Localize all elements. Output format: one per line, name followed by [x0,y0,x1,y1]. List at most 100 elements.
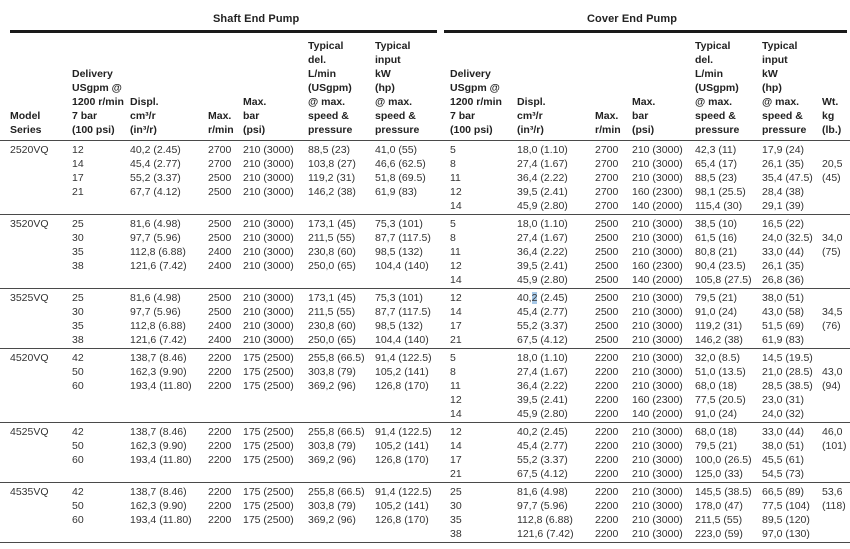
cell-cover-max-bar: 210 (3000) [632,292,683,304]
header-cover-typical-delivery: Typical del. L/min (USgpm) @ max. speed & pres… [695,40,740,136]
cell-cover-displacement: 27,4 (1.67) [517,366,568,378]
cell-weight: 34,5 [822,306,843,318]
cell-cover-typical-delivery: 79,5 (21) [695,440,738,452]
cell-model-series [10,467,72,481]
cell-cover-delivery: 12 [450,394,462,406]
cell-cover-max-bar: 210 (3000) [632,366,683,378]
cell-cover-max-rpm: 2500 [595,246,619,258]
cell-cover-max-rpm: 2500 [595,320,619,332]
table-row: 3525VQ 25 81,6 (4.98) 2500 210 (3000) 173,1 (… [0,291,850,305]
cell-shaft-max-rpm: 2200 [208,500,232,512]
cell-shaft-max-bar: 210 (3000) [243,144,294,156]
cell-shaft-typical-input: 105,2 (141) [375,440,429,452]
selection-highlight: 2 [531,292,538,304]
cell-cover-delivery: 8 [450,158,456,170]
cell-cover-typical-delivery: 211,5 (55) [695,514,743,526]
cell-weight: (118) [822,500,846,512]
table-row: 30 97,7 (5.96) 2500 210 (3000) 211,5 (55) 87,… [0,305,850,319]
cell-shaft-displacement: 97,7 (5.96) [130,306,181,318]
cell-shaft-delivery [72,407,130,421]
cell-cover-displacement: 40,2 (2.45) [517,292,568,304]
cell-shaft-max-bar: 210 (3000) [243,186,294,198]
cell-shaft-delivery [72,273,130,287]
cell-cover-max-bar: 210 (3000) [632,454,683,466]
cell-cover-max-bar: 140 (2000) [632,274,683,286]
cell-shaft-typical-input: 41,0 (55) [375,144,418,156]
cell-cover-max-rpm: 2200 [595,352,619,364]
cell-weight: 53,6 [822,486,843,498]
cell-cover-displacement: 36,4 (2.22) [517,380,568,392]
table-row: 60 193,4 (11.80) 2200 175 (2500) 369,2 (96) 1… [0,513,850,527]
cell-cover-max-rpm: 2500 [595,274,619,286]
header-cover-max-rpm: Max. r/min [595,110,621,136]
cell-shaft-typical-delivery: 303,8 (79) [308,366,356,378]
cell-cover-typical-input: 35,4 (47.5) [762,172,813,184]
cell-shaft-max-rpm [208,199,243,213]
cell-shaft-typical-input [375,393,450,407]
cell-shaft-typical-delivery: 173,1 (45) [308,292,356,304]
cell-cover-displacement: 18,0 (1.10) [517,218,568,230]
header-cover-delivery: Delivery USgpm @1200 r/min 7 bar (100 psi) [450,68,502,136]
table-row: 60 193,4 (11.80) 2200 175 (2500) 369,2 (96) 1… [0,379,850,393]
cell-weight: (45) [822,172,841,184]
cell-shaft-delivery: 30 [72,306,84,318]
section-rules [0,30,850,34]
cell-weight [822,393,850,407]
cell-shaft-displacement: 193,4 (11.80) [130,454,192,466]
cell-shaft-displacement: 112,8 (6.88) [130,320,186,332]
cell-cover-max-bar: 210 (3000) [632,320,683,332]
cell-shaft-max-bar: 175 (2500) [243,500,294,512]
cell-cover-max-rpm: 2200 [595,366,619,378]
cell-cover-delivery: 35 [450,514,462,526]
cell-cover-max-bar: 210 (3000) [632,232,683,244]
cell-shaft-typical-delivery: 119,2 (31) [308,172,356,184]
cell-cover-typical-input: 28,5 (38.5) [762,380,813,392]
cell-shaft-typical-delivery [308,407,375,421]
cell-shaft-max-bar: 175 (2500) [243,454,294,466]
cell-cover-max-rpm: 2200 [595,426,619,438]
cell-shaft-max-rpm [208,467,243,481]
cell-shaft-delivery [72,199,130,213]
cell-shaft-max-rpm: 2500 [208,292,232,304]
cell-cover-delivery: 14 [450,200,462,212]
cell-shaft-delivery: 38 [72,334,84,346]
cell-shaft-typical-delivery: 103,8 (27) [308,158,356,170]
cell-cover-displacement: 45,9 (2.80) [517,408,568,420]
cell-shaft-max-rpm: 2200 [208,440,232,452]
cell-shaft-typical-delivery: 88,5 (23) [308,144,351,156]
cell-cover-displacement: 121,6 (7.42) [517,528,574,540]
cell-shaft-delivery: 21 [72,186,84,198]
cell-shaft-typical-input: 105,2 (141) [375,366,429,378]
cell-weight [822,217,850,231]
cell-model-series [10,407,72,421]
cell-shaft-typical-input: 104,4 (140) [375,260,429,272]
cell-cover-delivery: 12 [450,260,462,272]
cell-cover-max-rpm: 2500 [595,232,619,244]
cell-cover-displacement: 45,9 (2.80) [517,200,568,212]
cell-cover-typical-input: 28,4 (38) [762,186,805,198]
cell-cover-delivery: 11 [450,172,461,184]
table-row: 38 121,6 (7.42) 2400 210 (3000) 250,0 (65) 10… [0,333,850,347]
cell-cover-typical-input: 24,0 (32) [762,408,805,420]
cell-cover-delivery: 17 [450,454,462,466]
cell-cover-displacement: 39,5 (2.41) [517,394,568,406]
cell-cover-displacement: 18,0 (1.10) [517,144,568,156]
cell-weight [822,527,850,541]
cell-shaft-typical-delivery: 211,5 (55) [308,232,356,244]
cell-shaft-typical-input: 98,5 (132) [375,320,423,332]
table-row: 35 112,8 (6.88) 2400 210 (3000) 230,8 (60) 98… [0,245,850,259]
header-model-series: Model Series [10,110,42,136]
cell-shaft-max-rpm: 2200 [208,514,232,526]
cell-shaft-max-rpm: 2500 [208,186,232,198]
cell-cover-max-bar: 140 (2000) [632,408,683,420]
cell-cover-max-bar: 210 (3000) [632,218,683,230]
cell-shaft-delivery: 60 [72,454,84,466]
cell-shaft-max-bar: 210 (3000) [243,260,294,272]
cell-cover-typical-delivery: 42,3 (11) [695,144,737,156]
cell-cover-typical-input: 26,1 (35) [762,158,805,170]
cell-cover-typical-input: 54,5 (73) [762,468,805,480]
cell-cover-displacement: 97,7 (5.96) [517,500,568,512]
table-row: 21 67,5 (4.12) 2200 210 (3000) 125,0 (33) 54,… [0,467,850,481]
cell-cover-typical-delivery: 125,0 (33) [695,468,743,480]
